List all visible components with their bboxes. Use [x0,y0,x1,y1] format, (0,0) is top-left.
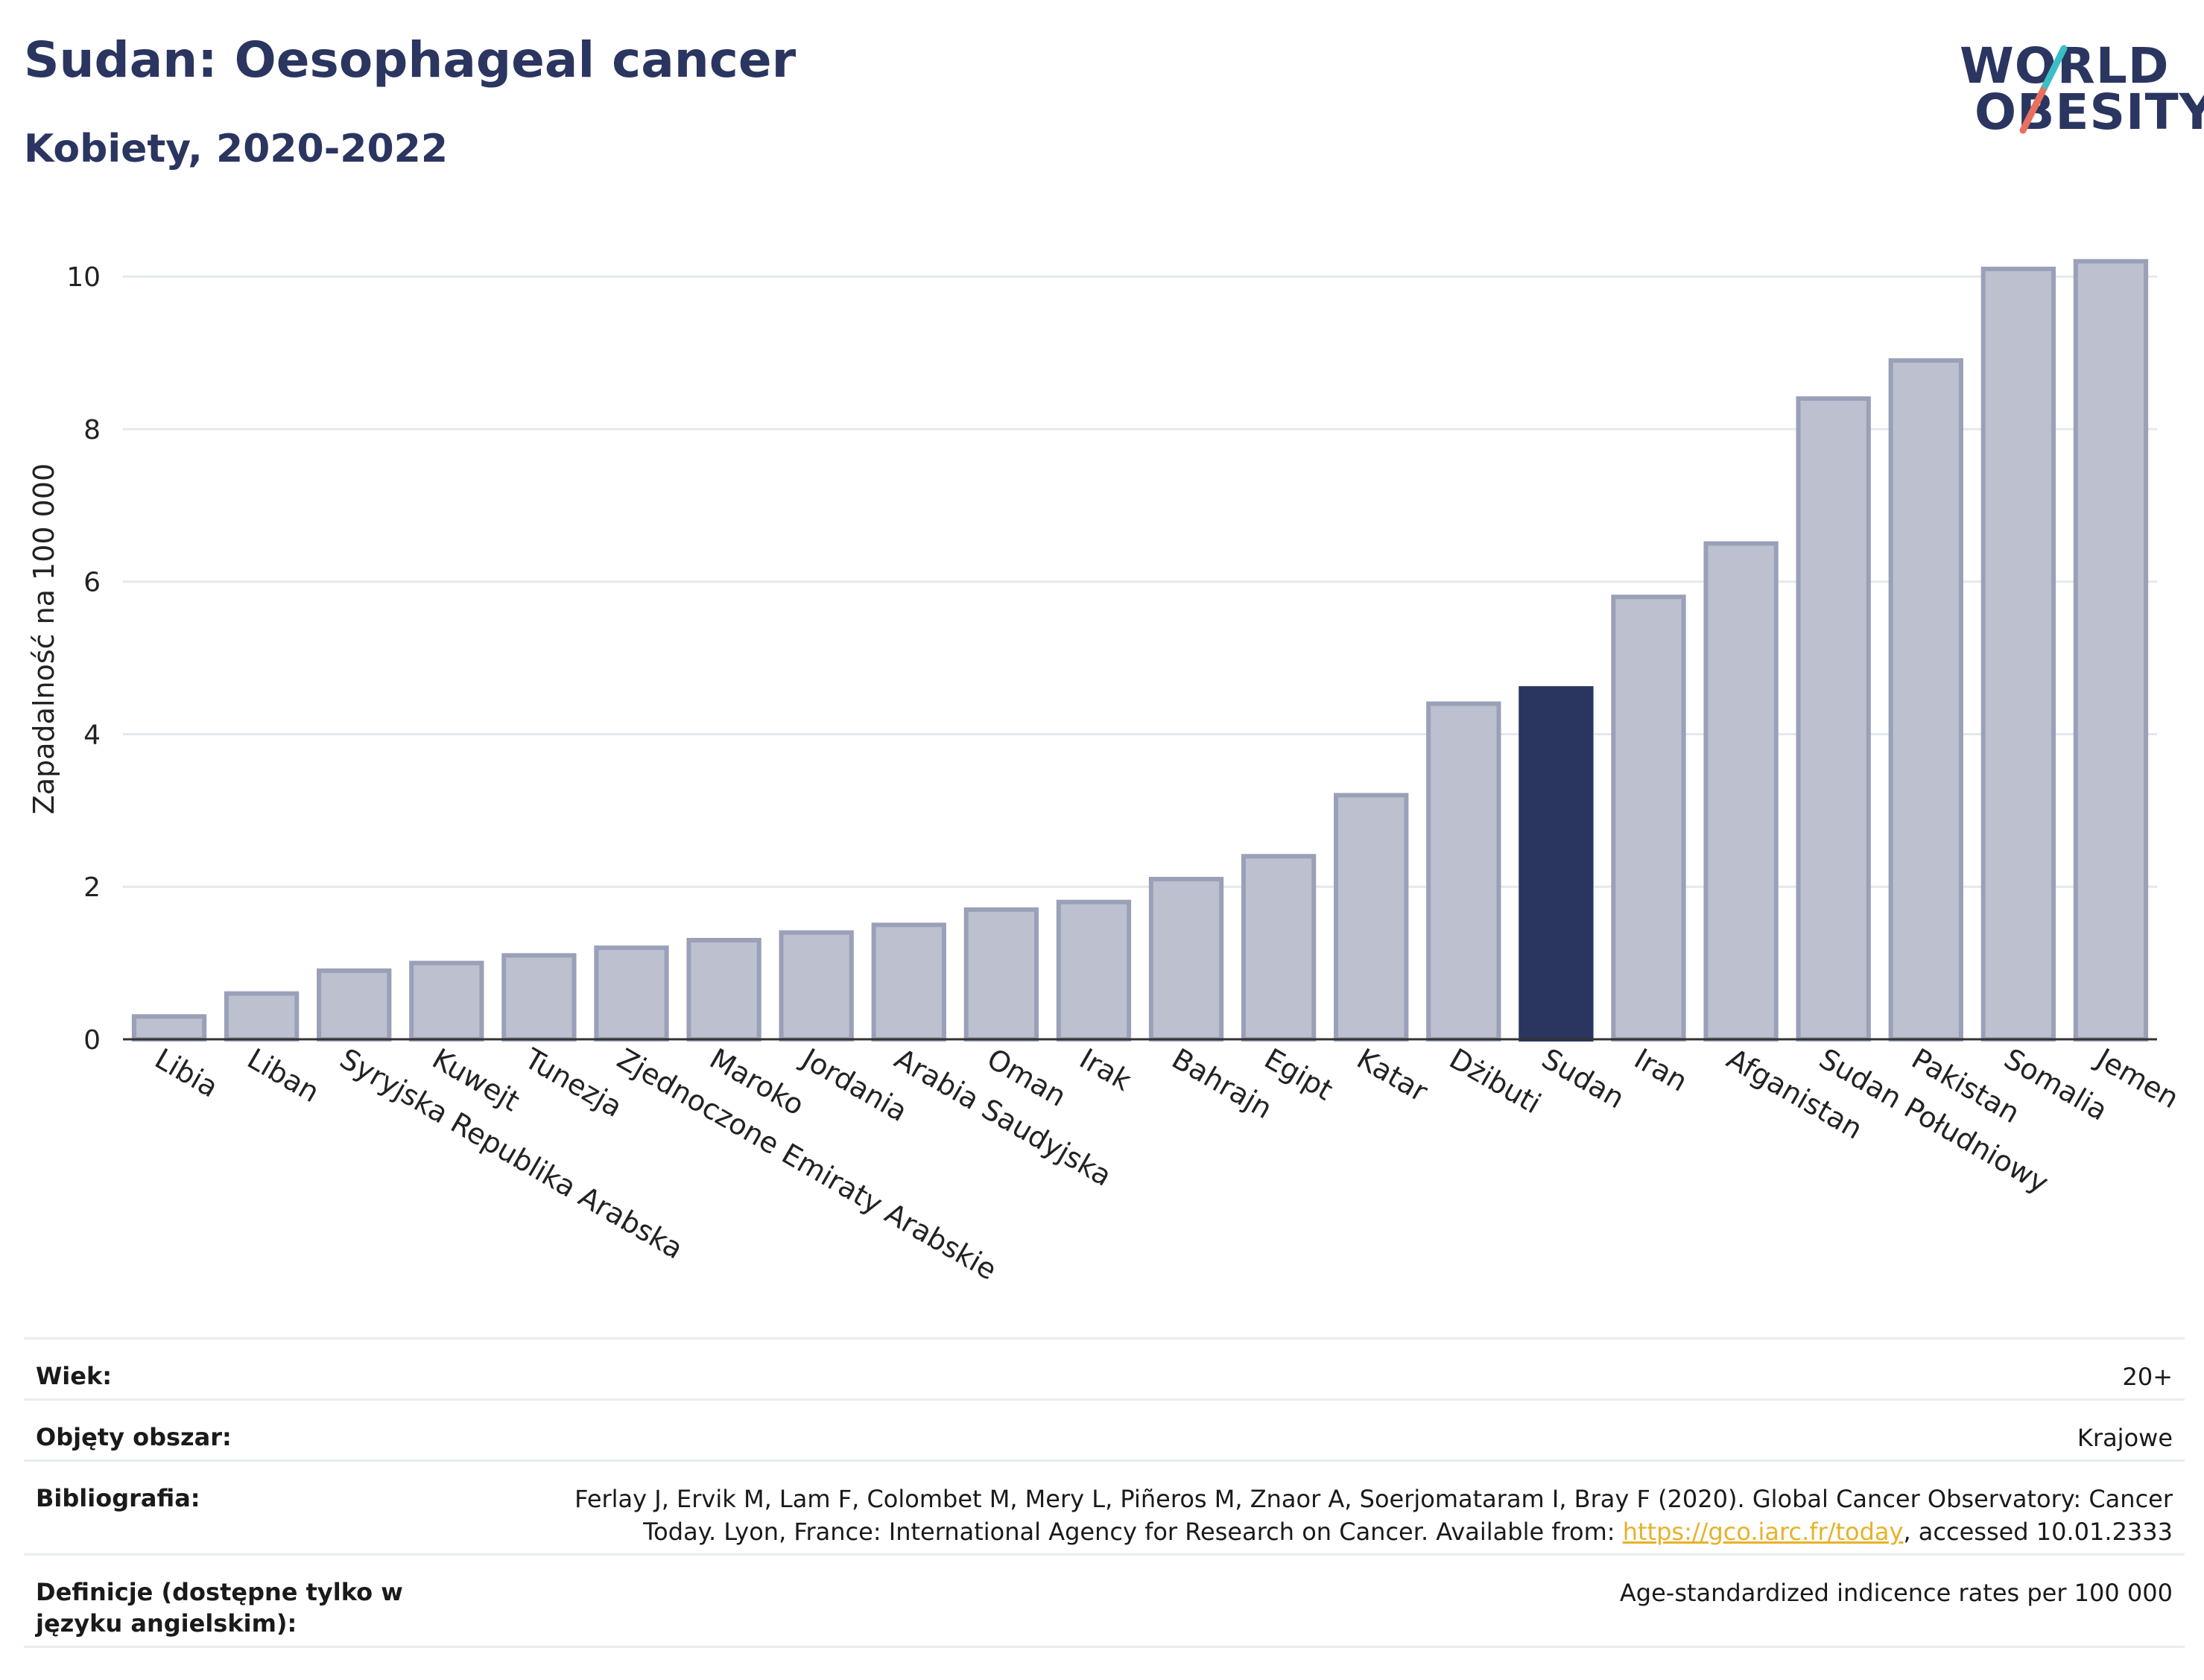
y-tick-label: 8 [83,415,101,446]
bar [1334,793,1409,1042]
bar [779,930,854,1042]
definitions-value: Age-standardized indicence rates per 100… [1619,1579,2173,1607]
info-table: Wiek: 20+ Objęty obszar: Krajowe Bibliog… [24,1337,2185,1648]
bar-chart: 0 2 4 6 8 10 Zapadalność na 100 000 Libia Liban S… [28,259,2185,1287]
bar-highlight [1519,686,1594,1042]
bibliography-text-1: Ferlay J, Ervik M, Lam F, Colombet M, Me… [574,1485,2173,1513]
y-tick-label: 2 [83,872,101,903]
x-tick-label: Dżibuti [1444,1042,1547,1120]
bar [317,968,392,1042]
age-value: 20+ [2122,1363,2173,1391]
info-row-bibliography: Bibliografia: Ferlay J, Ervik M, Lam F, … [24,1462,2185,1556]
x-tick-label: Liban [242,1042,325,1109]
y-axis-label: Zapadalność na 100 000 [28,463,60,814]
bar [1241,854,1317,1042]
bar [871,922,946,1042]
y-tick-label: 0 [83,1025,101,1056]
bar [131,1014,207,1042]
chart-subtitle: Kobiety, 2020-2022 [24,127,449,171]
x-tick-label: Sudan [1536,1042,1630,1115]
x-tick-label: Libia [150,1042,224,1104]
bar [501,953,577,1042]
bar [224,991,300,1042]
coverage-value: Krajowe [2077,1424,2173,1452]
logo-line-2: OBESITY [1975,83,2204,141]
x-tick-label: Katar [1352,1042,1434,1109]
y-tick-label: 4 [83,720,101,750]
x-tick-label: Iran [1629,1042,1693,1098]
age-label: Wiek: [36,1362,113,1390]
bibliography-text-2: Today. Lyon, France: International Agenc… [643,1518,1623,1546]
bibliography-label: Bibliografia: [36,1484,200,1512]
bar [1796,396,1871,1042]
info-row-age: Wiek: 20+ [24,1340,2185,1401]
bar [1703,541,1779,1042]
bar [1888,358,1963,1042]
bar [1611,595,1686,1042]
x-tick-label: Bahrajn [1167,1042,1278,1126]
info-row-coverage: Objęty obszar: Krajowe [24,1401,2185,1462]
chart-title: Sudan: Oesophageal cancer [24,31,797,89]
world-obesity-logo: WORLD OBESITY [1937,22,2204,156]
bar [1980,266,2056,1042]
y-tick-label: 6 [83,568,101,598]
x-tick-label: Jordania [795,1042,913,1128]
bibliography-link[interactable]: https://gco.iarc.fr/today [1622,1518,1904,1546]
bar [963,907,1039,1042]
bar [594,945,669,1042]
logo-slash-icon [2019,45,2068,134]
x-tick-label: Irak [1074,1042,1136,1097]
bar [2073,259,2149,1042]
bar [1426,701,1501,1042]
bar [1148,877,1224,1042]
x-tick-label: Tunezja [519,1042,628,1123]
definitions-label: Definicje (dostępne tylko w języku angie… [36,1578,403,1638]
bibliography-value: Ferlay J, Ervik M, Lam F, Colombet M, Me… [574,1483,2173,1548]
bar [1056,899,1132,1042]
bibliography-text-3: , accessed 10.01.2333 [1903,1518,2173,1546]
bar [686,937,761,1042]
y-tick-label: 10 [66,262,101,293]
info-row-definitions: Definicje (dostępne tylko w języku angie… [24,1556,2185,1648]
coverage-label: Objęty obszar: [36,1423,232,1451]
bar [409,960,484,1042]
